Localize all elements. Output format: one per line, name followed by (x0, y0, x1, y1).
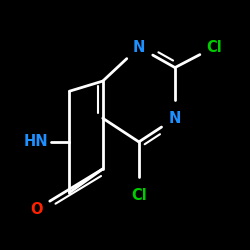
Text: HN: HN (24, 134, 48, 150)
Text: Cl: Cl (131, 188, 147, 204)
Text: N: N (169, 111, 181, 126)
Text: N: N (133, 40, 145, 55)
Text: O: O (30, 202, 42, 217)
Text: Cl: Cl (206, 40, 222, 55)
